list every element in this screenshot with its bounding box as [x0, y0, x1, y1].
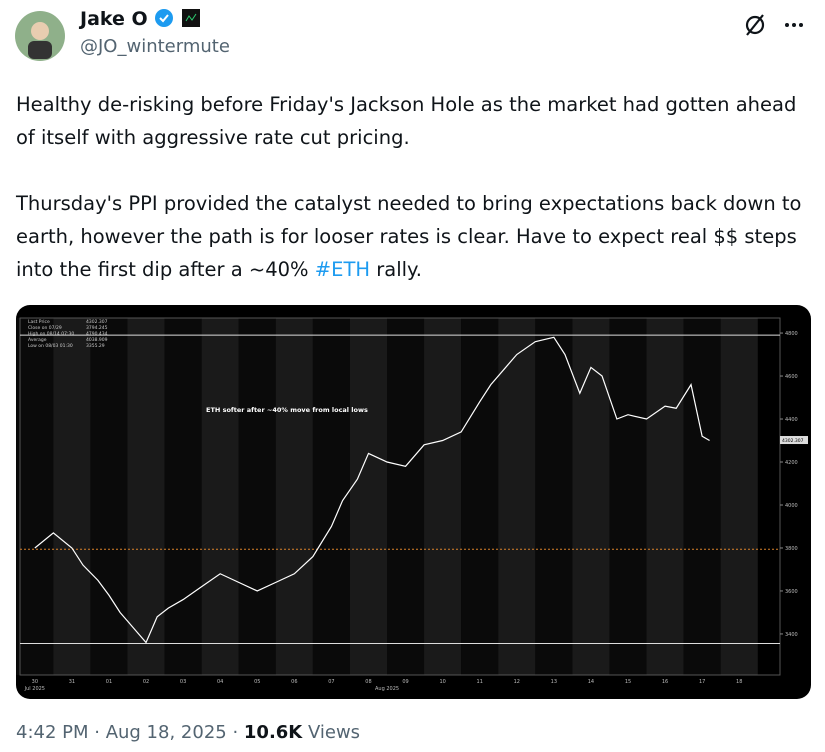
day-band: [646, 318, 684, 675]
affiliate-badge: [181, 9, 200, 27]
legend-value: 3355.29: [86, 343, 105, 349]
y-tick-label: 4200: [785, 460, 798, 466]
legend-value: 4790.434: [86, 331, 108, 337]
x-tick-label: 31: [69, 679, 75, 685]
day-band: [720, 318, 758, 675]
x-tick-label: 04: [217, 679, 223, 685]
day-band: [238, 318, 276, 675]
verified-badge: [155, 9, 174, 27]
legend-value: 3794.245: [86, 325, 108, 331]
x-tick-label: 10: [439, 679, 445, 685]
x-tick-label: 07: [328, 679, 334, 685]
y-tick-label: 4600: [785, 374, 798, 380]
x-tick-label: 30: [32, 679, 38, 685]
day-band: [349, 318, 388, 675]
chart-image[interactable]: 30 31 01 02 03 04 05 06 07 08 09 10 11 12 13 14 15 16 17 18…: [16, 305, 811, 699]
day-band: [16, 318, 54, 675]
y-tick-label: 3800: [785, 546, 798, 552]
day-band: [609, 318, 647, 675]
more-icon[interactable]: [785, 23, 803, 27]
header-icons: [745, 14, 803, 36]
hashtag[interactable]: #ETH: [314, 258, 371, 281]
day-band: [498, 318, 536, 675]
x-tick-label: 06: [291, 679, 297, 685]
legend-value: 4302.307: [86, 319, 108, 325]
month-label: Jul 2025: [24, 686, 45, 692]
day-band: [424, 318, 462, 675]
day-band: [461, 318, 499, 675]
day-band: [683, 318, 721, 675]
x-tick-label: 16: [662, 679, 668, 685]
x-tick-label: 14: [588, 679, 594, 685]
y-tick-label: 4800: [785, 331, 798, 337]
paragraph: Thursday's PPI provided the catalyst nee…: [16, 187, 816, 286]
day-band: [201, 318, 239, 675]
x-tick-label: 13: [551, 679, 557, 685]
day-band: [53, 318, 91, 675]
x-tick-label: 08: [365, 679, 371, 685]
x-tick-label: 12: [514, 679, 520, 685]
y-tick-label: 4400: [785, 417, 798, 423]
paragraph: Healthy de-risking before Friday's Jacks…: [16, 93, 797, 149]
tweet-meta: 4:42 PM · Aug 18, 2025 · 10.6K Views: [16, 722, 361, 743]
user-handle[interactable]: @JO_wintermute: [80, 36, 230, 57]
text: rally.: [370, 258, 422, 281]
x-tick-label: 18: [736, 679, 742, 685]
legend-label: Last Price: [28, 319, 50, 325]
day-band: [572, 318, 610, 675]
day-band: [275, 318, 313, 675]
user-name[interactable]: Jake O: [80, 8, 201, 30]
legend-label: Average: [28, 337, 47, 343]
day-band: [535, 318, 573, 675]
x-tick-label: 09: [402, 679, 408, 685]
annotation: ETH softer after ~40% move from local lo…: [206, 406, 368, 414]
x-tick-label: 11: [477, 679, 483, 685]
x-tick-label: 03: [180, 679, 186, 685]
day-band: [127, 318, 165, 675]
legend-label: High on 08/14 07:30: [28, 331, 74, 337]
price-line: [34, 336, 710, 644]
day-band: [164, 318, 202, 675]
y-tick-label: 4000: [785, 503, 798, 509]
legend-label: Close on 07/29: [28, 325, 62, 331]
legend-label: Low on 08/03 01:30: [28, 343, 73, 349]
last-price-label: 4302.307: [782, 438, 804, 444]
avatar[interactable]: [8, 5, 78, 75]
legend-value: 4038.909: [86, 337, 108, 343]
x-tick-label: 17: [699, 679, 705, 685]
plot-frame: [19, 317, 781, 676]
y-tick-label: 3600: [785, 589, 798, 595]
tweet-text: Healthy de-risking before Friday's Jacks…: [16, 88, 816, 319]
grok-icon[interactable]: [745, 15, 765, 35]
text: Thursday's PPI provided the catalyst nee…: [16, 192, 802, 281]
day-band: [90, 318, 128, 675]
last-price-tag: [780, 436, 808, 445]
day-band: [387, 318, 425, 675]
x-tick-label: 02: [143, 679, 149, 685]
x-tick-label: 15: [625, 679, 631, 685]
x-tick-label: 05: [254, 679, 260, 685]
day-band: [312, 318, 350, 675]
month-label: Aug 2025: [375, 686, 399, 692]
y-tick-label: 3400: [785, 632, 798, 638]
x-tick-label: 01: [106, 679, 112, 685]
